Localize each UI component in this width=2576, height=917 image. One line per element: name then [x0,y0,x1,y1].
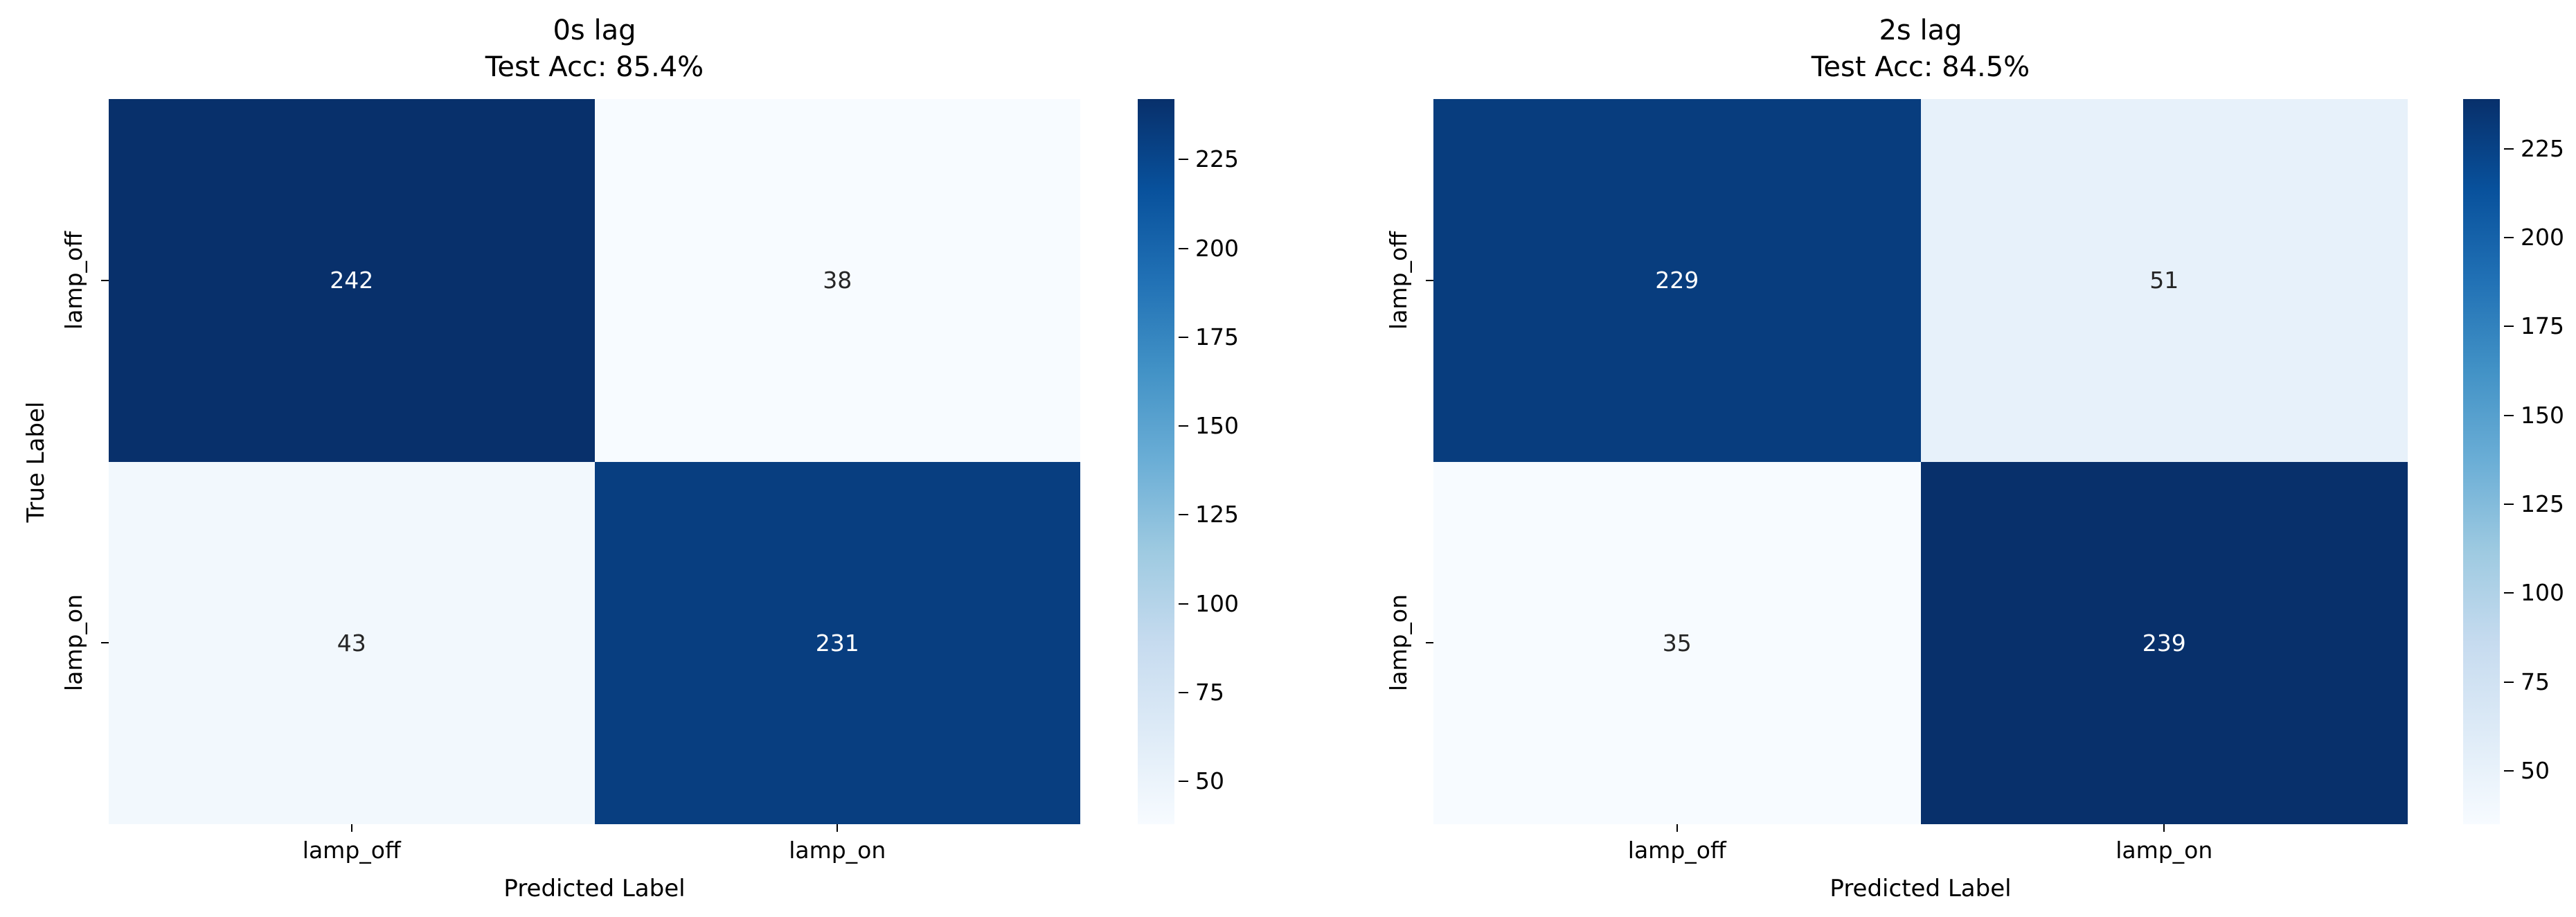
colorbar-tick-label: 225 [1195,145,1239,173]
x-axis-label: Predicted Label [503,875,686,902]
colorbar-tick [1179,336,1188,338]
colorbar-tick-label: 75 [1195,679,1224,706]
y-axis-label: True Label [22,401,50,522]
cell-value: 38 [823,267,852,294]
colorbar-tick-label: 75 [2521,668,2550,695]
colorbar-gradient [2463,99,2500,824]
x-tick-mark [350,824,352,832]
colorbar-tick-label: 225 [2521,134,2564,162]
heatmap-cell: 38 [594,99,1080,462]
x-tick-mark [2163,824,2165,832]
x-tick-label: lamp_off [1627,837,1726,864]
cell-value: 229 [1655,267,1699,294]
x-tick-label: lamp_on [789,837,886,864]
colorbar-tick-label: 150 [1195,412,1239,440]
y-tick-label: lamp_on [60,594,87,692]
y-tick-mark [101,279,109,281]
subplot-title-block: 2s lag Test Acc: 84.5% [1433,12,2408,86]
colorbar-tick [2504,681,2514,683]
colorbar-tick-label: 175 [1195,323,1239,350]
cell-value: 43 [337,629,366,657]
colorbar-tick-label: 200 [1195,234,1239,262]
colorbar-tick-label: 200 [2521,224,2564,251]
colorbar-tick [2504,414,2514,416]
x-axis-label: Predicted Label [1830,875,2012,902]
y-tick-label: lamp_on [1385,594,1412,692]
heatmap-cell: 43 [109,461,595,824]
colorbar-tick [2504,237,2514,239]
colorbar-tick [1179,247,1188,249]
cell-value: 239 [2142,629,2186,657]
colorbar-tick [1179,692,1188,694]
y-tick-label: lamp_off [1385,231,1412,330]
colorbar-tick-label: 125 [2521,490,2564,518]
x-tick-label: lamp_off [302,837,401,864]
colorbar-tick-label: 100 [2521,579,2564,607]
y-tick-mark [1426,642,1433,644]
colorbar-tick [2504,326,2514,328]
colorbar-tick [2504,148,2514,150]
colorbar-tick [1179,781,1188,783]
subplot-title: 2s lag [1879,15,1962,46]
subplot-subtitle: Test Acc: 84.5% [1811,51,2030,83]
colorbar-tick-label: 150 [2521,401,2564,429]
colorbar-tick-label: 50 [2521,757,2550,784]
colorbar-tick [1179,603,1188,605]
subplot-title: 0s lag [553,15,636,46]
cell-value: 242 [330,267,374,294]
cell-value: 51 [2149,267,2179,294]
x-tick-mark [837,824,839,832]
x-tick-label: lamp_on [2116,837,2213,864]
colorbar-tick [1179,425,1188,427]
colorbar-tick-label: 50 [1195,767,1224,795]
x-tick-mark [1676,824,1678,832]
y-tick-mark [1426,279,1433,281]
colorbar-tick-label: 100 [1195,589,1239,617]
subplot-title-block: 0s lag Test Acc: 85.4% [109,12,1080,86]
heatmap-cell: 229 [1433,99,1921,462]
cell-value: 35 [1662,629,1692,657]
heatmap-cell: 51 [1920,99,2408,462]
y-tick-mark [101,642,109,644]
heatmap-cell: 242 [109,99,595,462]
colorbar-tick [1179,159,1188,161]
cell-value: 231 [815,629,859,657]
colorbar-tick [2504,504,2514,506]
subplot-subtitle: Test Acc: 85.4% [485,51,704,83]
colorbar-tick [2504,770,2514,772]
colorbar-tick [1179,514,1188,516]
colorbar-tick [2504,592,2514,594]
y-tick-label: lamp_off [60,231,87,330]
colorbar-gradient [1138,99,1174,824]
colorbar-tick-label: 175 [2521,312,2564,340]
colorbar-tick-label: 125 [1195,501,1239,528]
heatmap-cell: 231 [594,461,1080,824]
heatmap-cell: 35 [1433,461,1921,824]
heatmap-cell: 239 [1920,461,2408,824]
